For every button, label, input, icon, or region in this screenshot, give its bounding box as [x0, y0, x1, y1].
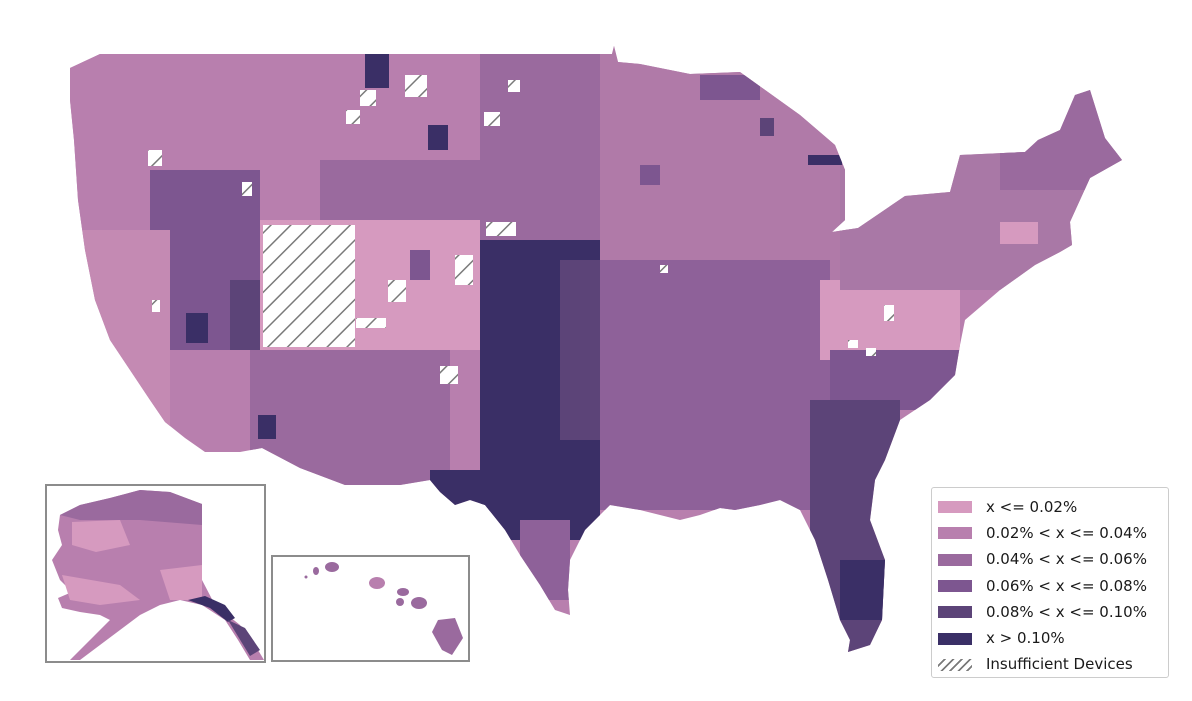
legend-swatch-bin2	[938, 527, 972, 540]
legend: x <= 0.02% 0.02% < x <= 0.04% 0.04% < x …	[931, 487, 1169, 678]
insufficient-devices-area	[152, 300, 160, 312]
legend-item: 0.06% < x <= 0.08%	[938, 573, 1168, 599]
legend-label: Insufficient Devices	[986, 655, 1133, 674]
insufficient-devices-area	[346, 110, 360, 124]
hawaii-inset-frame	[271, 555, 470, 662]
insufficient-devices-area	[263, 225, 355, 347]
legend-swatch-bin5	[938, 606, 972, 619]
insufficient-devices-area	[405, 75, 427, 97]
insufficient-devices-area	[484, 112, 500, 126]
insufficient-devices-area	[848, 340, 858, 348]
alaska-inset-frame	[45, 484, 266, 663]
legend-label: 0.06% < x <= 0.08%	[986, 576, 1147, 595]
legend-item: x > 0.10%	[938, 625, 1168, 651]
legend-label: 0.04% < x <= 0.06%	[986, 550, 1147, 569]
legend-label: 0.02% < x <= 0.04%	[986, 523, 1147, 542]
legend-swatch-bin4	[938, 580, 972, 593]
legend-swatch-hatch-icon	[938, 658, 972, 671]
legend-label: x > 0.10%	[986, 629, 1065, 648]
alaska-inset	[52, 490, 264, 660]
insufficient-devices-area	[660, 265, 668, 273]
legend-label: 0.08% < x <= 0.10%	[986, 602, 1147, 621]
legend-swatch-bin1	[938, 501, 972, 514]
hawaii-inset	[304, 562, 463, 655]
insufficient-devices-area	[360, 90, 376, 106]
legend-label: x <= 0.02%	[986, 497, 1078, 516]
legend-swatch-bin3	[938, 553, 972, 566]
insufficient-devices-area	[440, 366, 458, 384]
insufficient-devices-area	[486, 222, 516, 236]
insufficient-devices-area	[508, 80, 520, 92]
insufficient-devices-area	[242, 182, 252, 196]
insufficient-devices-area	[148, 150, 162, 166]
legend-item: 0.04% < x <= 0.06%	[938, 547, 1168, 573]
legend-item: 0.08% < x <= 0.10%	[938, 599, 1168, 625]
legend-item: Insufficient Devices	[938, 652, 1168, 678]
insufficient-devices-area	[884, 305, 894, 321]
insufficient-devices-area	[356, 318, 386, 328]
legend-item: x <= 0.02%	[938, 494, 1168, 520]
legend-swatch-bin6	[938, 632, 972, 645]
insufficient-devices-area	[388, 280, 406, 302]
insufficient-devices-area	[455, 255, 473, 285]
legend-item: 0.02% < x <= 0.04%	[938, 520, 1168, 546]
insufficient-devices-area	[866, 348, 876, 356]
